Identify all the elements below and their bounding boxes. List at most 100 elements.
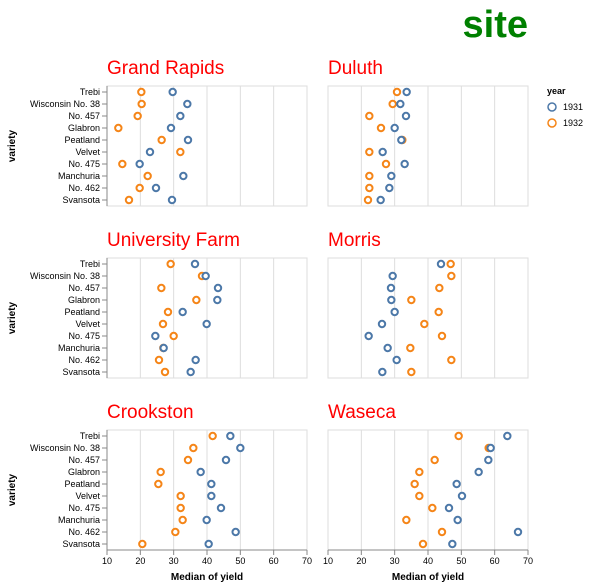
facet-morris: Morris [327, 230, 529, 379]
point-1931 [387, 171, 396, 181]
point-1932 [454, 431, 463, 441]
point-1932 [447, 271, 456, 281]
y-tick-label: No. 457 [68, 455, 100, 465]
chart-title: site [463, 4, 528, 46]
point-1931 [151, 331, 160, 341]
x-axis-title: Median of yield [171, 572, 243, 583]
point-1932 [137, 99, 146, 109]
point-1932 [189, 443, 198, 453]
point-1932 [135, 183, 144, 193]
point-1931 [213, 295, 222, 305]
point-1932 [365, 147, 374, 157]
point-1931 [226, 431, 235, 441]
point-1932 [137, 87, 146, 97]
y-tick-label: Svansota [62, 195, 100, 205]
point-1931 [390, 307, 399, 317]
point-1931 [378, 147, 387, 157]
y-tick-label: Peatland [64, 135, 100, 145]
point-1931 [145, 147, 155, 157]
point-1931 [474, 467, 483, 477]
point-1931 [383, 343, 392, 353]
point-1932 [154, 479, 163, 489]
point-1932 [381, 159, 391, 169]
point-1931 [135, 159, 144, 169]
point-1932 [133, 111, 142, 121]
point-1931 [400, 159, 409, 169]
plot-frame [327, 257, 529, 379]
point-1931 [207, 491, 216, 501]
point-1931 [402, 87, 411, 97]
point-1931 [196, 467, 205, 477]
point-1931 [457, 491, 467, 501]
point-1931 [202, 319, 211, 329]
point-1931 [183, 135, 193, 145]
point-1932 [163, 307, 173, 317]
point-1931 [183, 99, 192, 109]
legend-title: year [547, 86, 566, 96]
point-1932 [388, 99, 397, 109]
point-1931 [401, 111, 411, 121]
y-tick-label: Glabron [68, 467, 100, 477]
facet-title: Duluth [328, 58, 383, 79]
point-1932 [183, 455, 193, 465]
point-1931 [221, 455, 231, 465]
facet-title: Waseca [328, 402, 396, 423]
facet-university-farm: University Farm Trebi Wisconsin No. 38 No. … [7, 230, 308, 379]
x-tick-label: 40 [202, 556, 212, 566]
facet-title: Crookston [107, 402, 194, 423]
y-tick-label: Manchuria [58, 515, 100, 525]
x-tick-label: 10 [323, 556, 333, 566]
legend-symbol-1932 [547, 118, 557, 128]
point-1931 [486, 443, 495, 453]
facet-title: Morris [328, 230, 381, 251]
point-1931 [392, 355, 401, 365]
point-1931 [397, 135, 406, 145]
point-1932 [446, 259, 455, 269]
facet-waseca: Waseca 10 20 30 40 50 60 70 Median of yield [323, 402, 533, 583]
point-1932 [415, 467, 424, 477]
point-1932 [365, 183, 374, 193]
point-1931 [484, 455, 493, 465]
point-1932 [447, 355, 456, 365]
point-1931 [452, 479, 461, 489]
y-tick-label: Manchuria [58, 171, 100, 181]
y-tick-label: No. 462 [68, 183, 100, 193]
point-1932 [365, 111, 374, 121]
y-tick-label: Trebi [80, 431, 100, 441]
y-tick-label: Wisconsin No. 38 [30, 271, 100, 281]
x-tick-label: 60 [490, 556, 500, 566]
point-1931 [202, 515, 211, 525]
point-1932 [415, 491, 424, 501]
point-1932 [406, 343, 415, 353]
y-tick-label: Trebi [80, 87, 100, 97]
facet-title: University Farm [107, 230, 240, 251]
legend-symbol-1931 [547, 102, 557, 112]
point-1931 [167, 195, 177, 205]
point-1931 [388, 271, 397, 281]
point-1932 [410, 479, 419, 489]
point-1931 [168, 87, 177, 97]
point-1931 [390, 123, 399, 133]
y-tick-label: Wisconsin No. 38 [30, 99, 100, 109]
point-1931 [186, 367, 195, 377]
point-1931 [453, 515, 462, 525]
point-1932 [407, 295, 416, 305]
point-1931 [216, 503, 226, 513]
point-1932 [192, 295, 201, 305]
y-tick-label: Wisconsin No. 38 [30, 443, 100, 453]
facet-duluth: Duluth [327, 58, 529, 207]
y-tick-label: Velvet [75, 319, 100, 329]
point-1931 [151, 183, 161, 193]
point-1932 [430, 455, 439, 465]
point-1932 [154, 355, 164, 365]
point-1932 [160, 367, 170, 377]
y-tick-label: No. 475 [68, 331, 100, 341]
facet-grand-rapids: Grand Rapids Trebi Wisconsin No. 38 No. 457… [7, 58, 308, 207]
y-axis-title: variety [7, 129, 18, 162]
point-1932 [176, 147, 185, 157]
y-tick-label: Manchuria [58, 343, 100, 353]
x-tick-label: 20 [135, 556, 145, 566]
point-1931 [159, 343, 168, 353]
y-tick-label: Glabron [68, 295, 100, 305]
